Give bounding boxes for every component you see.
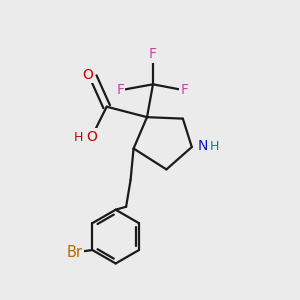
Text: N: N bbox=[198, 139, 208, 153]
Text: O: O bbox=[82, 68, 93, 82]
Text: F: F bbox=[180, 83, 188, 97]
Text: O: O bbox=[86, 130, 97, 144]
Text: F: F bbox=[116, 83, 124, 97]
Text: F: F bbox=[149, 47, 157, 61]
Text: H: H bbox=[210, 140, 219, 153]
Text: Br: Br bbox=[67, 245, 82, 260]
Text: H: H bbox=[74, 131, 84, 144]
